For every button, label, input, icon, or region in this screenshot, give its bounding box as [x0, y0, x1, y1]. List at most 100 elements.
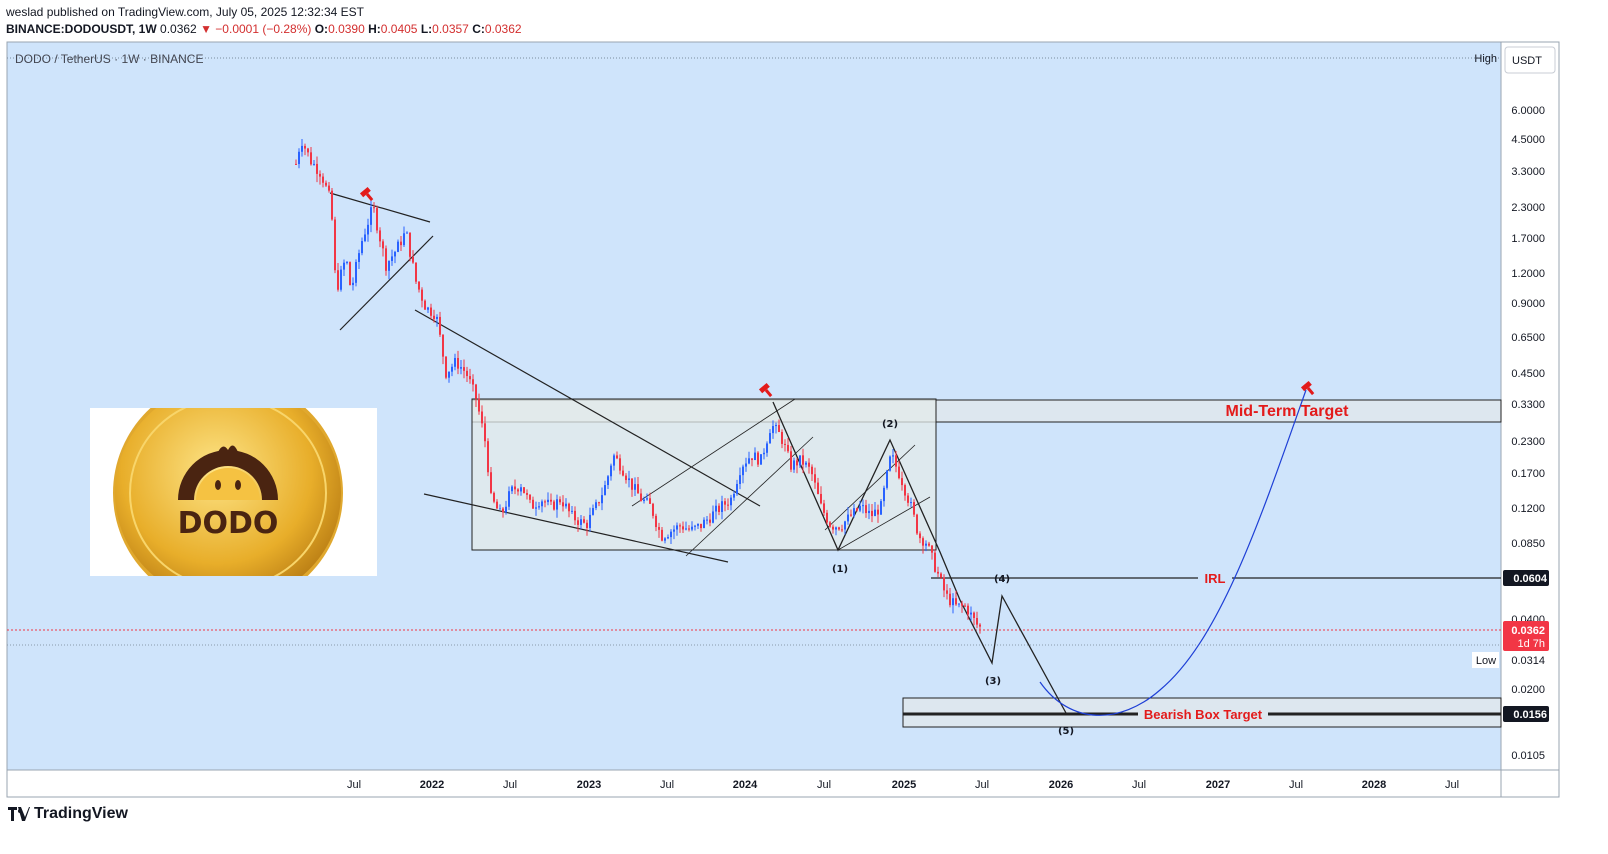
- open-value: 0.0390: [328, 22, 365, 36]
- x-tick-label: Jul: [975, 779, 989, 791]
- x-tick-label: Jul: [1445, 779, 1459, 791]
- candle-body: [436, 316, 438, 319]
- close-value: 0.0362: [484, 22, 522, 36]
- candle-body: [760, 454, 762, 465]
- trendline: [824, 444, 916, 531]
- candle-body: [910, 502, 912, 504]
- candle-body: [832, 526, 834, 530]
- wave-label: (5): [1058, 726, 1074, 737]
- x-tick-label: 2023: [577, 779, 601, 791]
- candle-body: [301, 145, 303, 152]
- candle-body: [829, 522, 831, 527]
- y-tick-label: 0.0105: [1511, 750, 1545, 762]
- high-label: H:: [368, 22, 381, 36]
- candle-body: [928, 543, 930, 546]
- candle-body: [808, 462, 810, 467]
- candle-body: [970, 612, 972, 615]
- irl-label: IRL: [1205, 571, 1226, 586]
- open-label: O:: [314, 22, 329, 36]
- candle-body: [367, 224, 369, 235]
- x-ticks: Jul 2022 Jul 2023 Jul 2024 Jul 2025 Jul 2026 Jul 20…: [347, 779, 1459, 791]
- candle-body: [352, 282, 354, 286]
- candle-body: [748, 458, 750, 464]
- tradingview-logo[interactable]: TradingView: [8, 805, 128, 823]
- candle-body: [919, 533, 921, 539]
- candle-body: [361, 241, 363, 254]
- candle-body: [637, 484, 639, 494]
- candle-body: [661, 529, 663, 541]
- candle-body: [940, 573, 942, 578]
- candle-body: [952, 598, 954, 606]
- candle-body: [559, 499, 561, 503]
- markers: [359, 186, 1315, 398]
- x-tick-label: Jul: [1132, 779, 1146, 791]
- candle-body: [856, 508, 858, 511]
- candle-body: [850, 514, 852, 516]
- currency-button[interactable]: [1504, 46, 1556, 74]
- current-price-badge: [1503, 621, 1549, 651]
- candle-body: [706, 519, 708, 521]
- candle-body: [550, 499, 552, 502]
- x-tick-label: 2027: [1206, 779, 1230, 791]
- candle-body: [580, 519, 582, 525]
- irl-price-value: 0.0604: [1513, 573, 1548, 585]
- candle-body: [784, 443, 786, 445]
- candle-body: [304, 145, 306, 149]
- candle-body: [979, 624, 981, 627]
- candle-body: [472, 379, 474, 385]
- candle-body: [844, 521, 846, 530]
- chart-title: DODO / TetherUS · 1W · BINANCE: [15, 52, 203, 66]
- candle-body: [787, 444, 789, 452]
- target-curve: [1039, 389, 1307, 716]
- candle-body: [382, 241, 384, 249]
- candle-body: [415, 262, 417, 282]
- candles: [295, 139, 981, 634]
- candle-body: [508, 491, 510, 507]
- x-tick-label: 2025: [892, 779, 916, 791]
- candle-body: [823, 503, 825, 513]
- candle-body: [904, 485, 906, 496]
- candle-body: [925, 543, 927, 546]
- candle-body: [811, 466, 813, 475]
- currency-label: USDT: [1512, 55, 1542, 67]
- candle-body: [541, 501, 543, 507]
- y-tick-label: 4.5000: [1511, 134, 1545, 146]
- candle-body: [691, 526, 693, 530]
- candle-body: [448, 371, 450, 378]
- candle-body: [406, 232, 408, 234]
- high-value: 0.0405: [380, 22, 418, 36]
- low-value: 0.0357: [432, 22, 469, 36]
- x-tick-label: Jul: [1289, 779, 1303, 791]
- time-axis[interactable]: [6, 769, 1502, 798]
- candle-body: [835, 527, 837, 530]
- candle-body: [490, 472, 492, 493]
- y-tick-label: 0.4500: [1511, 368, 1545, 380]
- candle-body: [937, 571, 939, 574]
- countdown-value: 1d 7h: [1517, 638, 1545, 650]
- candle-body: [538, 506, 540, 508]
- candle-body: [775, 425, 777, 427]
- candle-body: [874, 509, 876, 517]
- candle-body: [328, 185, 330, 191]
- candle-body: [307, 148, 309, 153]
- last-price: 0.0362: [160, 22, 197, 36]
- candle-body: [877, 509, 879, 515]
- candle-body: [433, 315, 435, 319]
- candle-body: [721, 501, 723, 512]
- candle-body: [964, 605, 966, 607]
- candle-body: [532, 499, 534, 509]
- candle-body: [688, 528, 690, 530]
- trendline: [414, 309, 761, 507]
- x-tick-label: Jul: [660, 779, 674, 791]
- candle-body: [616, 455, 618, 459]
- tradingview-brand: TradingView: [34, 805, 128, 822]
- candle-body: [298, 151, 300, 165]
- red-marker-icon: [758, 382, 773, 398]
- candle-body: [310, 152, 312, 165]
- candle-body: [949, 593, 951, 606]
- candle-body: [703, 519, 705, 529]
- y-tick-label: 0.0200: [1511, 684, 1545, 696]
- candle-body: [481, 411, 483, 424]
- candle-body: [586, 522, 588, 528]
